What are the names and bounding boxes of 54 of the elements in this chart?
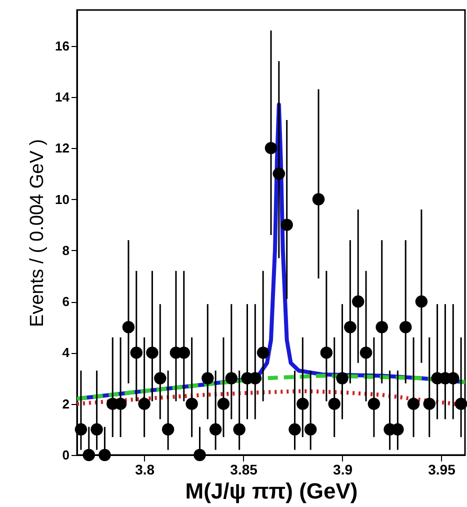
point [209, 423, 222, 436]
point [272, 168, 286, 180]
y-tick-label: 10 [55, 192, 70, 207]
point [320, 346, 333, 359]
point [162, 423, 174, 436]
point [130, 346, 143, 359]
point [423, 398, 436, 410]
point [399, 321, 412, 334]
x-axis-title: M(J/ψ ππ) (GeV) [185, 478, 358, 504]
point [328, 398, 340, 410]
point [280, 218, 293, 231]
y-tick-label: 2 [62, 396, 70, 412]
point [186, 398, 198, 410]
point [304, 423, 317, 436]
point [194, 448, 206, 462]
point [217, 398, 230, 410]
line-series [77, 374, 465, 401]
x-tick-label: 3.85 [230, 462, 258, 478]
y-axis-title: Events / ( 0.004 GeV ) [27, 139, 48, 327]
point [256, 346, 270, 359]
point [344, 321, 356, 334]
point [454, 398, 467, 410]
y-tick-label: 8 [62, 242, 70, 258]
point [146, 346, 158, 359]
y-tick-label: 0 [62, 448, 70, 462]
point [296, 398, 309, 410]
x-tick-label: 3.8 [135, 462, 155, 478]
y-tick-label: 16 [55, 38, 70, 54]
point [368, 398, 380, 410]
point [98, 448, 111, 462]
point [138, 398, 150, 410]
point [202, 372, 214, 384]
y-tick-label: 6 [62, 294, 70, 310]
point [82, 448, 95, 462]
point [376, 321, 388, 334]
y-tick-label: 4 [62, 345, 70, 360]
point [233, 423, 246, 436]
x-tick-label: 3.95 [428, 462, 456, 478]
point [122, 321, 135, 334]
y-tick-label: 14 [55, 89, 70, 104]
point [415, 295, 428, 308]
point [312, 193, 325, 206]
point [352, 295, 364, 308]
point [360, 346, 372, 359]
point [407, 398, 420, 410]
point [225, 372, 238, 384]
x-tick-label: 3.9 [333, 462, 353, 478]
y-tick-label: 12 [55, 140, 70, 156]
point [264, 142, 278, 154]
point [336, 372, 348, 384]
point [90, 423, 103, 436]
point [288, 423, 301, 436]
point [74, 423, 88, 436]
point [154, 372, 166, 384]
